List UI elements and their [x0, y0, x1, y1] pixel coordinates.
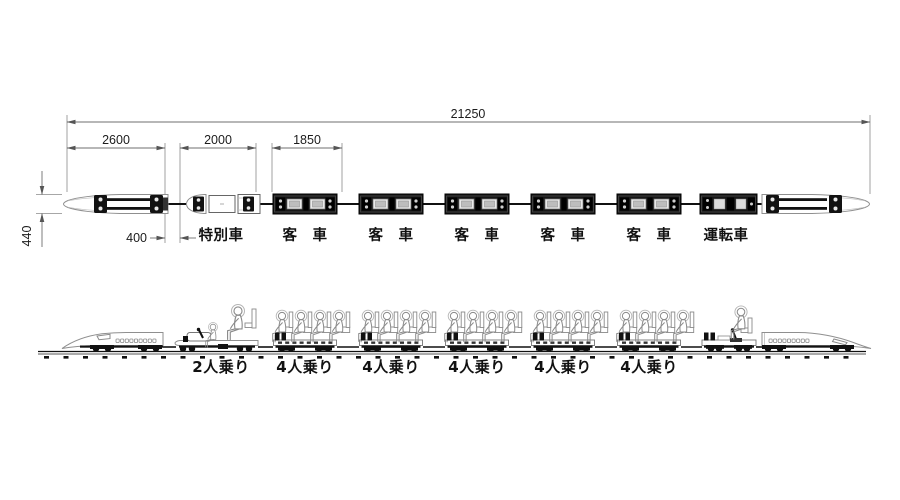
plan-driver-car [699, 193, 758, 215]
capacity-passenger-car-3: 4人乗り [448, 358, 505, 376]
label-special-car: 特別車 [199, 226, 244, 244]
capacity-passenger-car-2: 4人乗り [362, 358, 419, 376]
plan-nose-car-left [62, 194, 169, 214]
side-passenger-car-3 [445, 310, 522, 352]
side-view: 2人乗り 4人乗り 4人乗り 4人乗り 4人乗り 4人乗り [38, 303, 872, 376]
rear-seat [244, 308, 257, 329]
label-passenger-car-3: 客 車 [454, 226, 500, 244]
side-passenger-car-2 [359, 310, 436, 352]
dimension-nose-car: 2600 [66, 133, 166, 151]
capacity-special-car: 2人乗り [192, 358, 249, 376]
capacity-passenger-car-1: 4人乗り [276, 358, 333, 376]
dimension-coupler-gap-value: 400 [126, 231, 147, 245]
extension-lines [36, 115, 871, 243]
dimension-body-width: 440 [20, 171, 45, 247]
label-passenger-car-2: 客 車 [368, 226, 414, 244]
plan-special-car [185, 194, 261, 214]
dimension-passenger-car-value: 1850 [293, 133, 321, 147]
dimension-overall-value: 21250 [451, 107, 486, 121]
window-row-left [115, 338, 157, 343]
dimension-special-car: 2000 [179, 133, 257, 151]
dimension-coupler-gap: 400 [126, 231, 196, 245]
plan-passenger-car-2 [358, 193, 424, 215]
rider-driver [730, 305, 748, 341]
plan-passenger-car-4 [530, 193, 596, 215]
plan-view: 21250 2600 2000 1850 400 440 [20, 107, 871, 247]
label-passenger-car-4: 客 車 [540, 226, 586, 244]
plan-nose-car-right [761, 194, 871, 214]
plan-passenger-car-1 [272, 193, 338, 215]
side-nose-car-left [61, 332, 164, 352]
side-special-car [174, 303, 259, 352]
capacity-passenger-car-4: 4人乗り [534, 358, 591, 376]
capacity-passenger-car-5: 4人乗り [620, 358, 677, 376]
dimension-overall: 21250 [66, 107, 871, 125]
dimension-nose-car-value: 2600 [102, 133, 130, 147]
plan-passenger-car-3 [444, 193, 510, 215]
plan-train [62, 193, 871, 215]
window-row-right [768, 338, 810, 343]
plan-car-labels: 特別車 客 車 客 車 客 車 客 車 客 車 運転車 [199, 226, 749, 244]
capacity-labels: 2人乗り 4人乗り 4人乗り 4人乗り 4人乗り 4人乗り [192, 358, 677, 376]
label-passenger-car-5: 客 車 [626, 226, 672, 244]
plan-passenger-car-5 [616, 193, 682, 215]
dimension-body-width-value: 440 [20, 226, 34, 247]
side-passenger-car-4 [531, 310, 608, 352]
rider-adult [227, 303, 246, 341]
dimension-special-car-value: 2000 [204, 133, 232, 147]
side-passenger-car-5 [617, 310, 694, 352]
dimension-passenger-car: 1850 [271, 133, 343, 151]
driver-seat [740, 317, 753, 334]
rail-track [38, 350, 866, 359]
label-passenger-car-1: 客 車 [282, 226, 328, 244]
side-driver-car [701, 305, 757, 352]
side-nose-car-right [761, 332, 872, 352]
side-passenger-car-1 [273, 310, 350, 352]
label-driver-car: 運転車 [704, 227, 749, 244]
